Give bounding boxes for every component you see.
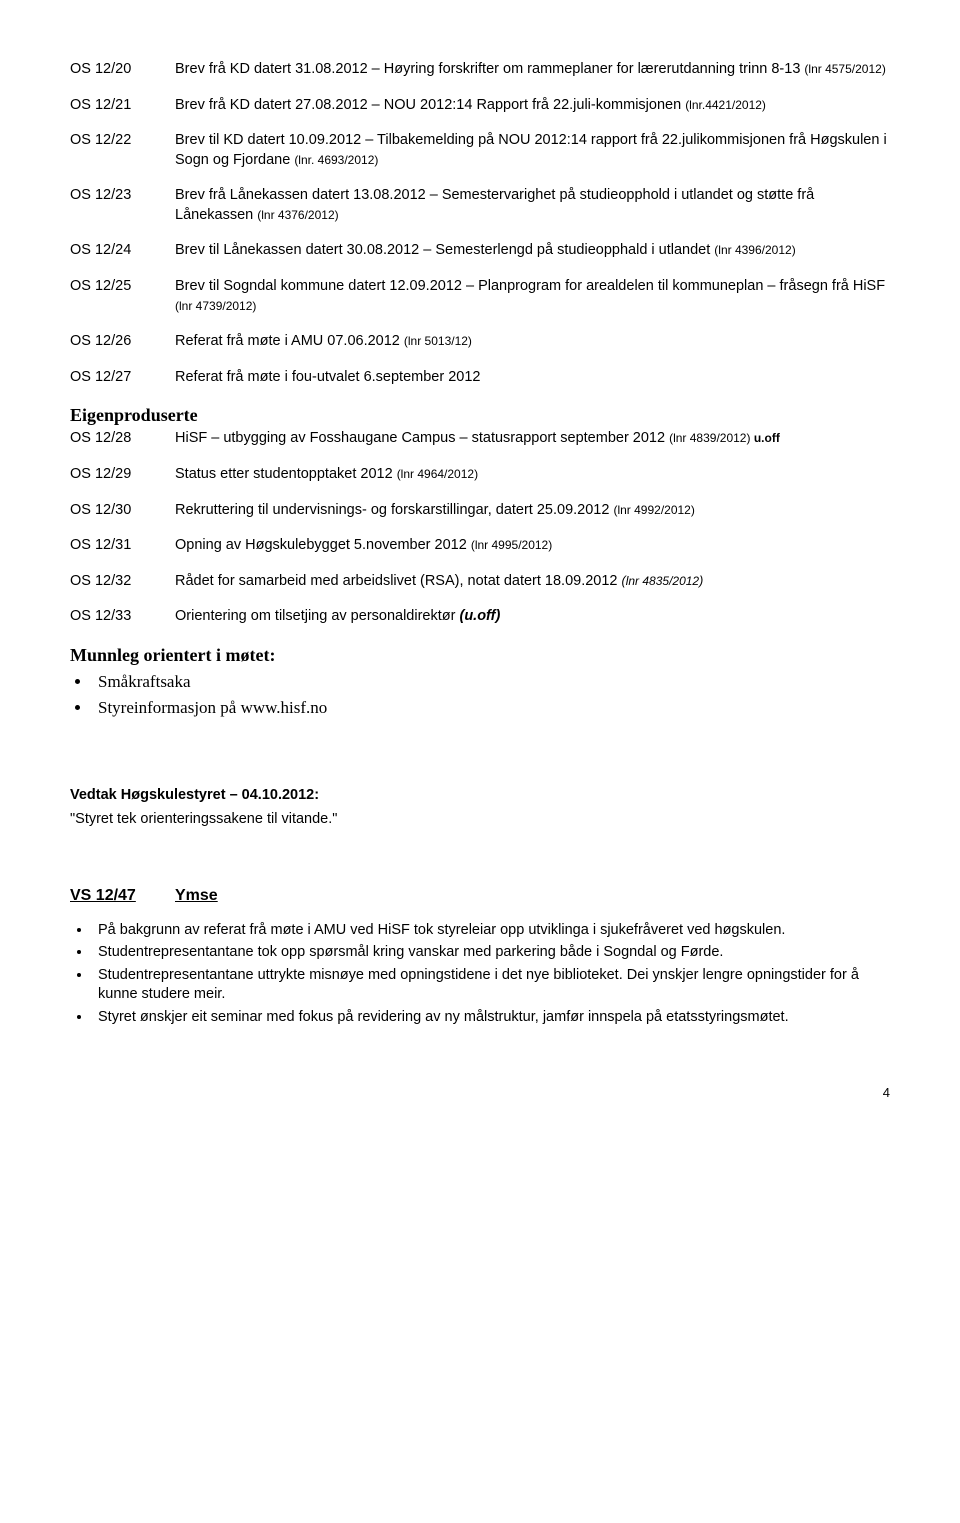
page-number: 4 [70, 1084, 890, 1102]
munnleg-heading: Munnleg orientert i møtet: [70, 643, 890, 667]
entry-ref: (lnr 4575/2012) [804, 62, 885, 76]
munnleg-list: Småkraftsaka Styreinformasjon på www.hisf… [92, 671, 890, 720]
list-item: Studentrepresentantane tok opp spørsmål … [92, 943, 890, 963]
entry-ref: (lnr 4839/2012) [669, 431, 754, 445]
entry-text: Rådet for samarbeid med arbeidslivet (RS… [175, 573, 622, 589]
entry-ref: (lnr 4739/2012) [175, 299, 256, 313]
entry: OS 12/32 Rådet for samarbeid med arbeids… [70, 572, 890, 592]
entry-code: OS 12/21 [70, 96, 175, 116]
entry-tail-bolditalic: (u.off) [459, 608, 500, 624]
entry-ref-italic: lnr 4835/2012 [626, 574, 699, 588]
entry: OS 12/33 Orientering om tilsetjing av pe… [70, 607, 890, 627]
entry-text: Brev til Sogndal kommune datert 12.09.20… [175, 278, 885, 294]
entry: OS 12/28 HiSF – utbygging av Fosshaugane… [70, 429, 890, 449]
entry-text: Status etter studentopptaket 2012 [175, 466, 397, 482]
entry-code: OS 12/27 [70, 368, 175, 388]
list-item: Styreinformasjon på www.hisf.no [92, 697, 890, 720]
entry: OS 12/24Brev til Lånekassen datert 30.08… [70, 241, 890, 261]
entry-desc: Orientering om tilsetjing av personaldir… [175, 607, 890, 627]
entry-text: Opning av Høgskulebygget 5.november 2012 [175, 537, 471, 553]
entry-code: OS 12/20 [70, 60, 175, 80]
entry-ref: (lnr 4964/2012) [397, 467, 478, 481]
entry-desc: HiSF – utbygging av Fosshaugane Campus –… [175, 429, 890, 449]
eigen-heading: Eigenproduserte [70, 403, 890, 427]
entry: OS 12/20Brev frå KD datert 31.08.2012 – … [70, 60, 890, 80]
entry-desc: Brev frå KD datert 27.08.2012 – NOU 2012… [175, 96, 890, 116]
entry-desc: Brev til Sogndal kommune datert 12.09.20… [175, 277, 890, 316]
entry-code: OS 12/28 [70, 429, 175, 449]
entry-desc: Brev frå Lånekassen datert 13.08.2012 – … [175, 186, 890, 225]
entry-code: OS 12/31 [70, 536, 175, 556]
vs-heading: VS 12/47Ymse [70, 885, 890, 907]
entry-text: Brev til Lånekassen datert 30.08.2012 – … [175, 242, 714, 258]
entry: OS 12/30Rekruttering til undervisnings- … [70, 501, 890, 521]
entry-code: OS 12/22 [70, 131, 175, 170]
entry-text: Orientering om tilsetjing av personaldir… [175, 608, 459, 624]
entry-ref: (lnr.4421/2012) [685, 98, 766, 112]
entry: OS 12/25Brev til Sogndal kommune datert … [70, 277, 890, 316]
entry-desc: Brev til KD datert 10.09.2012 – Tilbakem… [175, 131, 890, 170]
entry-code: OS 12/30 [70, 501, 175, 521]
entry-ref: (lnr 5013/12) [404, 334, 472, 348]
entry-text: Referat frå møte i fou-utvalet 6.septemb… [175, 369, 480, 385]
entry-desc: Referat frå møte i fou-utvalet 6.septemb… [175, 368, 890, 388]
entry: OS 12/29Status etter studentopptaket 201… [70, 465, 890, 485]
entry-ref: (lnr 4376/2012) [257, 208, 338, 222]
entry-ref-bold: u.off [754, 431, 780, 445]
list-item: På bakgrunn av referat frå møte i AMU ve… [92, 921, 890, 941]
entry: OS 12/26Referat frå møte i AMU 07.06.201… [70, 332, 890, 352]
entry: OS 12/21Brev frå KD datert 27.08.2012 – … [70, 96, 890, 116]
entry-code: OS 12/32 [70, 572, 175, 592]
entry-desc: Opning av Høgskulebygget 5.november 2012… [175, 536, 890, 556]
entry: OS 12/31Opning av Høgskulebygget 5.novem… [70, 536, 890, 556]
entry-text: Brev til KD datert 10.09.2012 – Tilbakem… [175, 132, 887, 168]
vs-title: Ymse [175, 887, 218, 904]
entry-desc: Brev til Lånekassen datert 30.08.2012 – … [175, 241, 890, 261]
entry-text: Brev frå KD datert 31.08.2012 – Høyring … [175, 61, 804, 77]
entry-code: OS 12/24 [70, 241, 175, 261]
entry-ref: (lnr 4992/2012) [613, 503, 694, 517]
entry-code: OS 12/26 [70, 332, 175, 352]
entry-desc: Rådet for samarbeid med arbeidslivet (RS… [175, 572, 890, 592]
entry-text: Brev frå KD datert 27.08.2012 – NOU 2012… [175, 97, 685, 113]
entry: OS 12/22Brev til KD datert 10.09.2012 – … [70, 131, 890, 170]
entry-text: HiSF – utbygging av Fosshaugane Campus –… [175, 430, 669, 446]
entry-desc: Brev frå KD datert 31.08.2012 – Høyring … [175, 60, 890, 80]
vs-code: VS 12/47 [70, 885, 175, 907]
vedtak-quote: "Styret tek orienteringssakene til vitan… [70, 810, 890, 830]
list-item: Styret ønskjer eit seminar med fokus på … [92, 1008, 890, 1028]
entry-desc: Rekruttering til undervisnings- og forsk… [175, 501, 890, 521]
vs-list: På bakgrunn av referat frå møte i AMU ve… [92, 921, 890, 1028]
entry-ref-paren: ) [699, 574, 703, 588]
entry-text: Rekruttering til undervisnings- og forsk… [175, 502, 613, 518]
entry-text: Referat frå møte i AMU 07.06.2012 [175, 333, 404, 349]
entry-ref: (lnr 4995/2012) [471, 538, 552, 552]
entry-code: OS 12/25 [70, 277, 175, 316]
entry-code: OS 12/33 [70, 607, 175, 627]
entry: OS 12/23Brev frå Lånekassen datert 13.08… [70, 186, 890, 225]
list-item: Småkraftsaka [92, 671, 890, 694]
entry-ref: (lnr 4396/2012) [714, 243, 795, 257]
entry-code: OS 12/29 [70, 465, 175, 485]
list-item: Studentrepresentantane uttrykte misnøye … [92, 966, 890, 1005]
entry-desc: Referat frå møte i AMU 07.06.2012 (lnr 5… [175, 332, 890, 352]
entry-desc: Status etter studentopptaket 2012 (lnr 4… [175, 465, 890, 485]
vedtak-heading: Vedtak Høgskulestyret – 04.10.2012: [70, 786, 890, 806]
entry-ref: (lnr. 4693/2012) [294, 153, 378, 167]
entry: OS 12/27Referat frå møte i fou-utvalet 6… [70, 368, 890, 388]
entry-code: OS 12/23 [70, 186, 175, 225]
